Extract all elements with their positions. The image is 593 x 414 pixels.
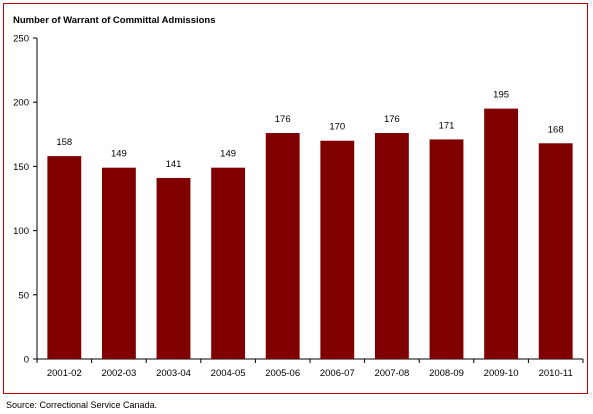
data-label-2010-11: 168 — [548, 124, 564, 135]
data-label-2008-09: 171 — [439, 120, 455, 131]
y-tick-label: 200 — [13, 98, 29, 109]
data-label-2001-02: 158 — [56, 137, 72, 148]
data-label-2005-06: 176 — [275, 114, 291, 125]
y-tick-label: 250 — [13, 34, 29, 45]
bar-2010-11 — [538, 143, 573, 359]
bar-2001-02 — [47, 156, 82, 359]
data-label-2007-08: 176 — [384, 114, 400, 125]
bar-chart: 0 50 100 150 200 250 158 2001-02 149 2002-03 141 20… — [13, 34, 584, 379]
bar-2009-10 — [484, 108, 519, 360]
x-tick-label-2006-07: 2006-07 — [320, 368, 355, 379]
bar-2007-08 — [374, 133, 409, 359]
x-tick-label-2001-02: 2001-02 — [47, 368, 82, 379]
y-tick-label: 50 — [18, 290, 29, 301]
x-tick-label-2004-05: 2004-05 — [211, 368, 246, 379]
y-tick-label: 100 — [13, 226, 29, 237]
y-tick-label: 0 — [24, 355, 29, 366]
bar-2004-05 — [211, 167, 246, 359]
data-label-2004-05: 149 — [220, 149, 236, 160]
bar-2006-07 — [320, 140, 355, 359]
x-tick-label-2010-11: 2010-11 — [539, 368, 573, 379]
data-label-2006-07: 170 — [329, 122, 345, 133]
x-tick-label-2005-06: 2005-06 — [265, 368, 300, 379]
bar-2005-06 — [265, 133, 300, 359]
chart-title: Number of Warrant of Committal Admission… — [13, 15, 216, 26]
data-label-2003-04: 141 — [166, 159, 182, 170]
x-tick-label-2007-08: 2007-08 — [374, 368, 409, 379]
x-tick-label-2003-04: 2003-04 — [156, 368, 191, 379]
y-tick-label: 150 — [13, 162, 29, 173]
data-label-2009-10: 195 — [493, 90, 509, 101]
x-tick-label-2009-10: 2009-10 — [484, 368, 519, 379]
bar-2008-09 — [429, 139, 464, 359]
bar-2003-04 — [156, 177, 191, 359]
bar-2002-03 — [101, 167, 136, 359]
data-label-2002-03: 149 — [111, 149, 127, 160]
source-note: Source: Correctional Service Canada. — [6, 400, 158, 410]
x-tick-label-2002-03: 2002-03 — [101, 368, 136, 379]
x-tick-label-2008-09: 2008-09 — [429, 368, 464, 379]
